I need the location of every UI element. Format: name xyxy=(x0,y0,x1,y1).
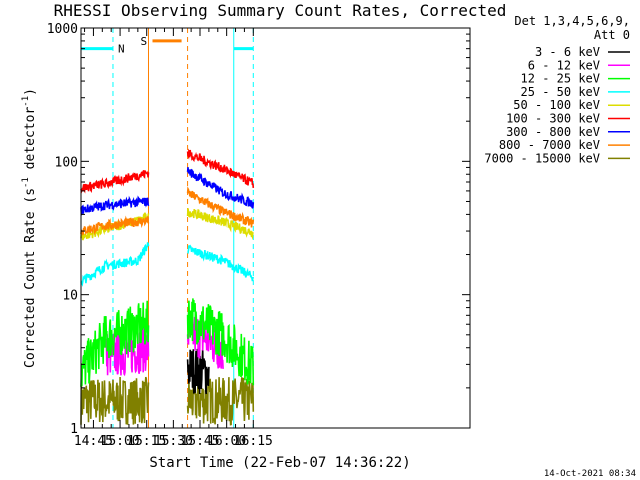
plot-frame xyxy=(80,27,471,429)
series-line xyxy=(80,376,150,425)
series-line xyxy=(186,311,224,369)
series-line xyxy=(80,215,150,236)
series-line xyxy=(187,244,255,282)
y-label-part-1: Corrected Count Rate (s xyxy=(23,188,38,368)
legend-header-line-2: Att 0 xyxy=(594,28,630,42)
x-tick-label: 16:00 xyxy=(207,434,246,449)
series-line xyxy=(80,170,150,195)
y-axis-label: Corrected Count Rate (s-1 detector-1) xyxy=(21,88,38,368)
y-label-part-2: detector xyxy=(23,107,38,178)
x-tick-label: 15:00 xyxy=(101,434,140,449)
saa-label: S xyxy=(140,35,147,48)
legend-label: 50 - 100 keV xyxy=(513,98,600,112)
x-tick-label: 15:30 xyxy=(154,434,193,449)
series-line xyxy=(80,241,150,287)
legend-label: 3 - 6 keV xyxy=(535,45,600,59)
legend-label: 100 - 300 keV xyxy=(506,112,600,126)
series-line xyxy=(80,300,150,387)
y-label-part-3: ) xyxy=(23,88,38,96)
series-line xyxy=(186,348,210,395)
series-line xyxy=(186,298,255,386)
series-line xyxy=(186,375,255,426)
x-tick-label: 15:15 xyxy=(127,434,166,449)
legend-label: 800 - 7000 keV xyxy=(499,138,600,152)
y-tick-label: 10 xyxy=(62,289,78,304)
series-line xyxy=(80,195,150,218)
y-tick-label: 1 xyxy=(70,422,78,437)
legend-label: 12 - 25 keV xyxy=(521,72,600,86)
night-label: N xyxy=(118,43,125,56)
x-tick-label: 16:15 xyxy=(234,434,273,449)
y-label-sup-2: -1 xyxy=(21,96,31,107)
y-tick-label: 100 xyxy=(55,155,78,170)
y-axis: 1 10 100 1000 xyxy=(47,22,470,437)
legend-label: 300 - 800 keV xyxy=(506,125,600,139)
legend-label: 7000 - 15000 keV xyxy=(484,151,600,165)
x-axis-label: Start Time (22-Feb-07 14:36:22) xyxy=(149,455,410,471)
series-line xyxy=(186,167,255,209)
y-tick-label: 1000 xyxy=(47,22,78,37)
legend-header-line-1: Det 1,3,4,5,6,9, xyxy=(514,14,630,28)
y-label-sup-1: -1 xyxy=(21,177,31,188)
legend-label: 25 - 50 keV xyxy=(521,85,600,99)
series-layer xyxy=(80,148,255,426)
x-tick-label: 15:45 xyxy=(180,434,219,449)
legend-label: 6 - 12 keV xyxy=(528,58,600,72)
footer-date: 14-Oct-2021 08:34 xyxy=(544,469,636,479)
series-line xyxy=(186,186,255,228)
chart-title: RHESSI Observing Summary Count Rates, Co… xyxy=(54,1,507,20)
series-line xyxy=(186,208,254,241)
x-tick-label: 14:45 xyxy=(74,434,113,449)
series-line xyxy=(186,148,255,188)
